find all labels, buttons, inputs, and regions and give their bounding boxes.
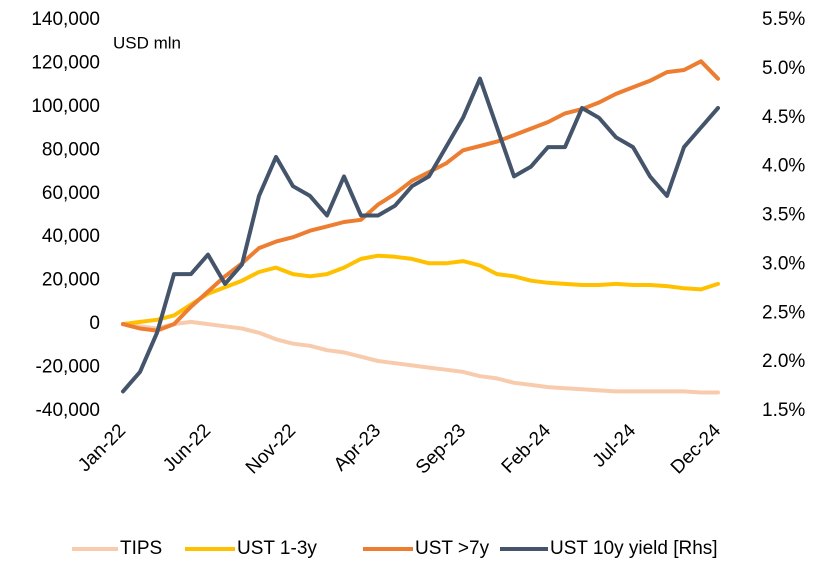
y2-tick-label: 1.5% xyxy=(762,400,805,421)
y-tick-label: 40,000 xyxy=(42,226,100,247)
x-tick-label: Sep-23 xyxy=(412,420,470,478)
legend-label: UST 10y yield [Rhs] xyxy=(550,538,718,559)
y-tick-label: -40,000 xyxy=(36,400,100,421)
x-tick-label: Nov-22 xyxy=(242,420,300,478)
series-line xyxy=(121,253,720,327)
y2-tick-label: 5.0% xyxy=(762,58,805,79)
x-tick-label: Apr-23 xyxy=(330,420,385,475)
y2-tick-label: 5.5% xyxy=(762,9,805,30)
y2-tick-label: 3.5% xyxy=(762,205,805,226)
x-tick-label: Feb-24 xyxy=(498,420,556,478)
y-tick-label: 140,000 xyxy=(31,9,100,30)
y-tick-label: 100,000 xyxy=(31,96,100,117)
series-line xyxy=(121,319,720,395)
y-tick-label: 0 xyxy=(89,313,100,334)
series-line xyxy=(121,59,720,333)
legend-label: UST >7y xyxy=(415,538,490,559)
y-tick-label: 20,000 xyxy=(42,270,100,291)
y2-tick-label: 4.5% xyxy=(762,107,805,128)
y-tick-label: 80,000 xyxy=(42,139,100,160)
x-tick-label: Jan-22 xyxy=(74,420,130,476)
y-tick-label: 60,000 xyxy=(42,183,100,204)
y2-tick-label: 2.0% xyxy=(762,351,805,372)
legend-label: UST 1-3y xyxy=(237,538,317,559)
y2-tick-label: 3.0% xyxy=(762,253,805,274)
x-tick-label: Jul-24 xyxy=(589,420,641,472)
y-tick-label: -20,000 xyxy=(36,357,100,378)
y2-tick-label: 4.0% xyxy=(762,156,805,177)
axis-unit: USD mln xyxy=(113,33,181,52)
x-tick-label: Dec-24 xyxy=(667,420,725,478)
y2-tick-label: 2.5% xyxy=(762,302,805,323)
legend-label: TIPS xyxy=(120,538,162,559)
x-tick-label: Jun-22 xyxy=(159,420,215,476)
y-tick-label: 120,000 xyxy=(31,52,100,73)
series-line xyxy=(121,76,720,394)
